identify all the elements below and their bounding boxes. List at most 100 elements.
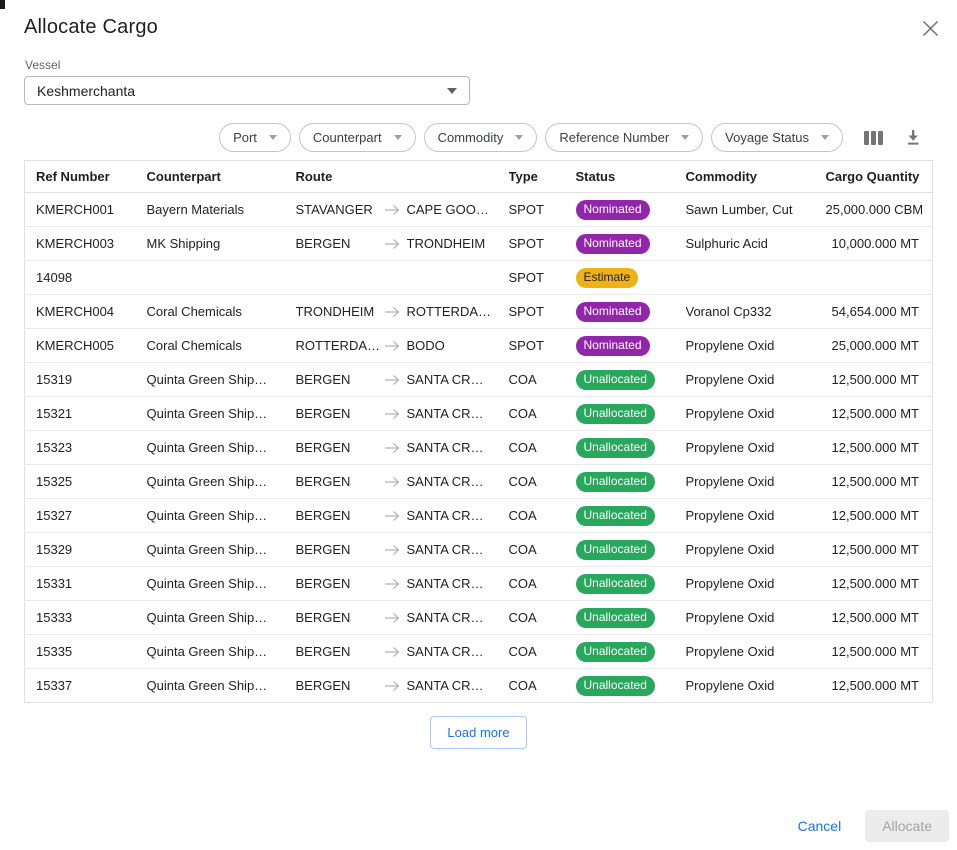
table-row[interactable]: 15323 Quinta Green Ship… BERGEN SANTA CR… xyxy=(24,430,933,465)
cell-counterpart: Quinta Green Ship… xyxy=(146,678,268,693)
filter-chip-label: Port xyxy=(233,130,257,145)
table-row[interactable]: 15321 Quinta Green Ship… BERGEN SANTA CR… xyxy=(24,396,933,431)
cancel-button[interactable]: Cancel xyxy=(786,810,854,842)
load-more-button[interactable]: Load more xyxy=(430,716,527,749)
table-row[interactable]: 14098 SPOT Estimate xyxy=(24,260,933,295)
cell-counterpart: Bayern Materials xyxy=(146,192,296,227)
cell-ref-number: 15335 xyxy=(24,634,147,669)
cell-type: COA xyxy=(508,600,576,635)
column-header-route: Route xyxy=(295,160,509,193)
status-badge: Estimate xyxy=(575,267,639,288)
column-header-cargo-quantity: Cargo Quantity xyxy=(825,160,933,193)
route-destination: TRONDHEIM xyxy=(406,236,486,251)
route-destination: ROTTERDA… xyxy=(406,304,492,319)
cell-route: BERGEN TRONDHEIM xyxy=(295,226,509,261)
chevron-down-icon xyxy=(515,135,524,140)
route-origin: STAVANGER xyxy=(295,202,373,217)
cell-commodity: Propylene Oxid xyxy=(685,532,826,567)
cell-cargo-quantity: 12,500.000 MT xyxy=(825,430,933,465)
cell-type: SPOT xyxy=(508,192,576,227)
table-row[interactable]: 15319 Quinta Green Ship… BERGEN SANTA CR… xyxy=(24,362,933,397)
cell-cargo-quantity: 12,500.000 MT xyxy=(825,566,933,601)
status-badge: Nominated xyxy=(575,335,650,356)
route-arrow-icon xyxy=(384,374,400,386)
cell-route: BERGEN SANTA CR… xyxy=(295,464,509,499)
columns-icon[interactable] xyxy=(861,126,885,150)
cell-ref-number: 15323 xyxy=(24,430,147,465)
route-destination: SANTA CR… xyxy=(406,406,484,421)
vessel-select-value: Keshmerchanta xyxy=(37,82,136,99)
route-origin: BERGEN xyxy=(295,644,351,659)
cell-counterpart: Quinta Green Ship… xyxy=(146,396,296,431)
cell-cargo-quantity: 12,500.000 MT xyxy=(825,532,933,567)
cell-type: COA xyxy=(508,634,576,669)
route-destination: SANTA CR… xyxy=(406,474,484,489)
cell-counterpart: Quinta Green Ship… xyxy=(146,362,296,397)
table-row[interactable]: KMERCH001 Bayern Materials STAVANGER CAP… xyxy=(24,192,933,227)
route-arrow-icon xyxy=(384,680,400,692)
footer-actions: Cancel Allocate xyxy=(786,810,949,842)
allocate-button[interactable]: Allocate xyxy=(865,810,949,842)
status-badge: Unallocated xyxy=(575,641,655,662)
cell-commodity: Propylene Oxid xyxy=(685,430,826,465)
filter-chip-voyage-status[interactable]: Voyage Status xyxy=(711,123,843,152)
cell-counterpart: Quinta Green Ship… xyxy=(146,430,296,465)
table-row[interactable]: 15331 Quinta Green Ship… BERGEN SANTA CR… xyxy=(24,566,933,601)
cell-route: ROTTERDA… BODO xyxy=(295,328,509,363)
filter-chip-counterpart[interactable]: Counterpart xyxy=(298,123,416,152)
status-badge: Unallocated xyxy=(575,573,655,594)
route-origin: BERGEN xyxy=(295,576,351,591)
route-origin: BERGEN xyxy=(295,372,351,387)
status-badge: Nominated xyxy=(575,233,650,254)
table-row[interactable]: 15329 Quinta Green Ship… BERGEN SANTA CR… xyxy=(24,532,933,567)
cell-cargo-quantity: 12,500.000 MT xyxy=(825,362,933,397)
table-row[interactable]: 15335 Quinta Green Ship… BERGEN SANTA CR… xyxy=(24,634,933,669)
download-icon[interactable] xyxy=(901,126,925,150)
table-row[interactable]: 15333 Quinta Green Ship… BERGEN SANTA CR… xyxy=(24,600,933,635)
cell-counterpart: Quinta Green Ship… xyxy=(146,600,296,635)
status-badge: Unallocated xyxy=(575,369,655,390)
table-row[interactable]: 15327 Quinta Green Ship… BERGEN SANTA CR… xyxy=(24,498,933,533)
cell-status: Estimate xyxy=(575,260,686,295)
cell-commodity: Propylene Oxid xyxy=(685,328,826,363)
cell-ref-number: 15321 xyxy=(24,396,147,431)
load-more-container: Load more xyxy=(0,716,957,749)
cell-type: SPOT xyxy=(508,260,576,295)
cell-ref-number: 15337 xyxy=(36,678,73,693)
route-origin: BERGEN xyxy=(295,440,351,455)
close-icon[interactable] xyxy=(920,18,940,38)
column-header-type: Type xyxy=(508,160,576,193)
vessel-select[interactable]: Keshmerchanta xyxy=(24,76,470,105)
cell-counterpart xyxy=(146,260,296,295)
route-destination: CAPE GOO… xyxy=(406,202,489,217)
cell-counterpart: Quinta Green Ship… xyxy=(146,464,296,499)
chevron-down-icon xyxy=(268,135,277,140)
filter-chip-commodity[interactable]: Commodity xyxy=(423,123,538,152)
cell-commodity: Propylene Oxid xyxy=(685,634,826,669)
table-row[interactable]: KMERCH004 Coral Chemicals TRONDHEIM ROTT… xyxy=(24,294,933,329)
cell-ref-number: 15331 xyxy=(24,566,147,601)
route-origin: BERGEN xyxy=(295,542,351,557)
table-row[interactable]: 15325 Quinta Green Ship… BERGEN SANTA CR… xyxy=(24,464,933,499)
cell-type: COA xyxy=(508,498,576,533)
route-arrow-icon xyxy=(384,442,400,454)
cell-commodity xyxy=(685,260,826,295)
cell-status: Unallocated xyxy=(575,464,686,499)
cell-commodity: Propylene Oxid xyxy=(685,600,826,635)
cell-counterpart: Quinta Green Ship… xyxy=(146,566,296,601)
table-row[interactable]: 15337 Quinta Green Ship… BERGEN SANTA CR… xyxy=(25,669,933,703)
cell-type: COA xyxy=(508,464,576,499)
route-origin: ROTTERDA… xyxy=(295,338,381,353)
filter-chip-reference-number[interactable]: Reference Number xyxy=(545,123,704,152)
table-row[interactable]: KMERCH005 Coral Chemicals ROTTERDA… BODO… xyxy=(24,328,933,363)
cell-cargo-quantity xyxy=(825,260,933,295)
route-arrow-icon xyxy=(384,510,400,522)
filter-chip-port[interactable]: Port xyxy=(219,123,291,152)
cell-ref-number: KMERCH003 xyxy=(24,226,147,261)
cell-commodity: Propylene Oxid xyxy=(685,498,826,533)
cell-route: BERGEN SANTA CR… xyxy=(296,669,509,703)
cell-ref-number: 15333 xyxy=(24,600,147,635)
route-destination: SANTA CR… xyxy=(406,542,484,557)
table-row[interactable]: KMERCH003 MK Shipping BERGEN TRONDHEIM S… xyxy=(24,226,933,261)
cell-counterpart: Coral Chemicals xyxy=(146,328,296,363)
